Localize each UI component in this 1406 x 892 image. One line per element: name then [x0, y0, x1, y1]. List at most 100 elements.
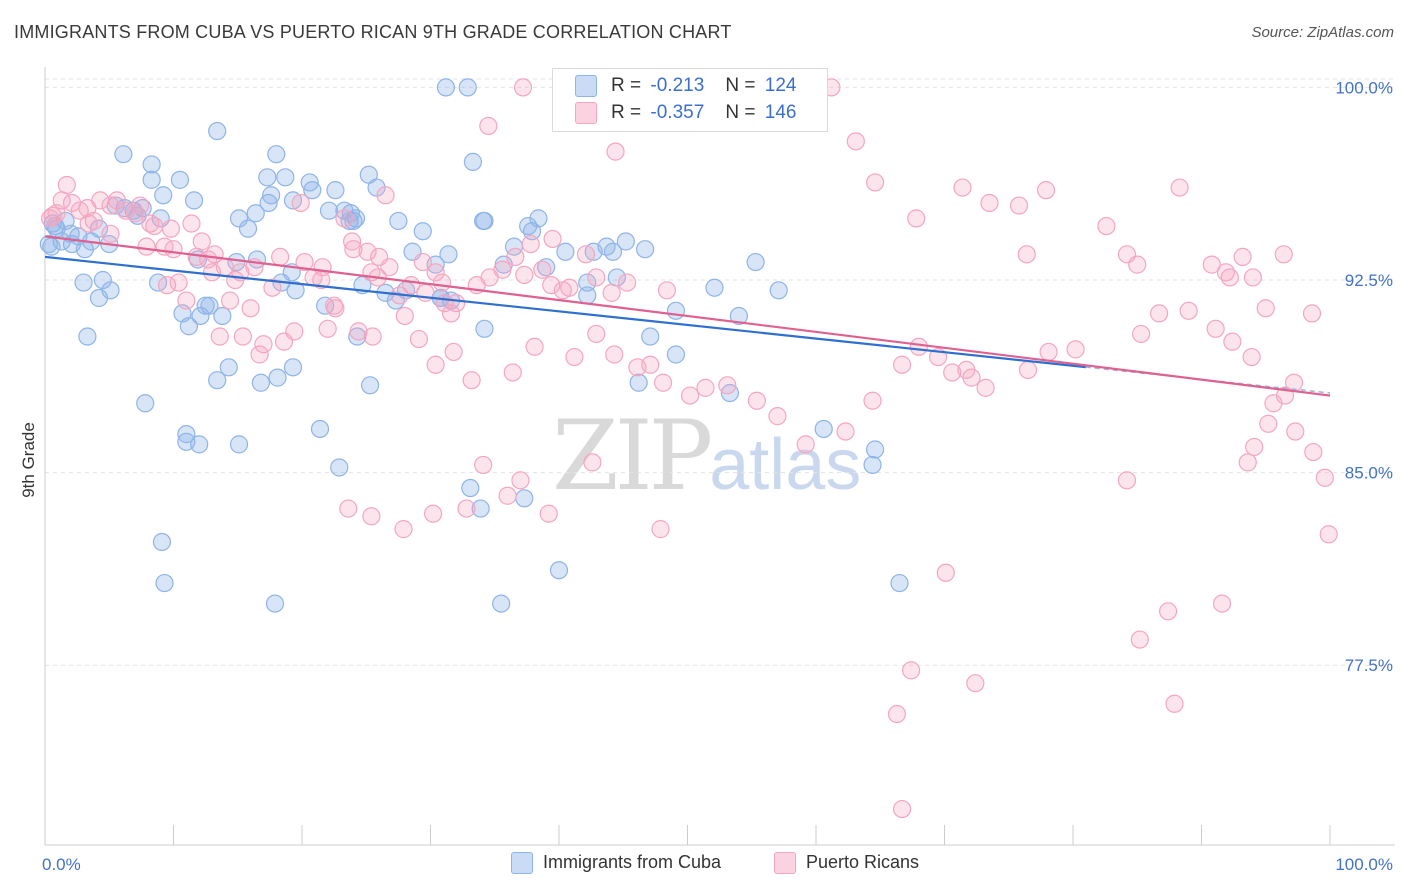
- point-puerto-rican: [1097, 216, 1116, 236]
- point-puerto-rican: [503, 363, 522, 382]
- point-puerto-rican: [263, 278, 282, 297]
- point-cuba: [114, 145, 133, 164]
- point-cuba: [303, 181, 322, 200]
- point-puerto-rican: [696, 378, 715, 397]
- point-cuba: [666, 301, 686, 320]
- point-puerto-rican: [1238, 453, 1257, 472]
- point-puerto-rican: [344, 240, 363, 259]
- point-cuba: [142, 155, 161, 174]
- point-puerto-rican: [628, 358, 647, 377]
- trend-lines: [44, 235, 1331, 397]
- point-puerto-rican: [57, 175, 76, 195]
- point-puerto-rican: [909, 337, 928, 356]
- point-cuba: [276, 168, 295, 187]
- chart-title: IMMIGRANTS FROM CUBA VS PUERTO RICAN 9TH…: [14, 22, 732, 42]
- point-cuba: [729, 306, 749, 326]
- point-puerto-rican: [863, 391, 882, 410]
- point-puerto-rican: [953, 178, 972, 197]
- point-puerto-rican: [137, 237, 156, 256]
- point-puerto-rican: [718, 376, 737, 395]
- legend-swatch-puerto-ricans: [575, 102, 597, 124]
- point-puerto-rican: [1165, 694, 1184, 713]
- point-puerto-rican: [318, 319, 337, 338]
- point-puerto-rican: [657, 281, 677, 300]
- point-puerto-rican: [506, 247, 525, 267]
- point-puerto-rican: [1259, 414, 1278, 433]
- point-puerto-rican: [164, 240, 183, 259]
- point-puerto-rican: [1179, 301, 1198, 320]
- point-puerto-rican: [169, 273, 188, 292]
- point-puerto-rican: [395, 306, 414, 326]
- point-cuba: [475, 211, 494, 231]
- point-puerto-rican: [618, 273, 637, 292]
- point-puerto-rican: [441, 304, 461, 323]
- point-cuba: [461, 478, 480, 498]
- point-puerto-rican: [543, 229, 562, 249]
- point-puerto-rican: [177, 291, 196, 310]
- point-puerto-rican: [901, 661, 921, 680]
- point-puerto-rican: [145, 216, 164, 236]
- point-puerto-rican: [241, 299, 260, 318]
- y-axis-title: 9th Grade: [19, 422, 38, 498]
- point-puerto-rican: [539, 504, 558, 523]
- point-cuba: [208, 121, 227, 141]
- point-puerto-rican: [1132, 324, 1151, 344]
- legend-r-value: -0.213: [650, 75, 705, 97]
- bottom-legend-swatch-puerto-ricans: [774, 852, 796, 875]
- point-cuba: [78, 327, 97, 346]
- point-cuba: [191, 306, 210, 326]
- point-cuba: [170, 170, 190, 189]
- bottom-legend-puerto-ricans: Puerto Ricans: [774, 852, 919, 875]
- point-puerto-rican: [1017, 245, 1036, 264]
- point-puerto-rican: [1202, 255, 1221, 274]
- point-puerto-rican: [1170, 178, 1189, 197]
- point-cuba: [286, 281, 305, 300]
- point-puerto-rican: [157, 276, 177, 295]
- point-puerto-rican: [1158, 602, 1178, 621]
- point-puerto-rican: [250, 345, 269, 364]
- y-tick-label: 100.0%: [1335, 78, 1393, 97]
- axis-labels: 77.5% 85.0% 92.5% 100.0% 0.0% 100.0% 9th Grade: [19, 78, 1393, 874]
- bottom-legend-swatch-cuba: [511, 852, 533, 875]
- legend-n-label: N =: [725, 102, 756, 124]
- point-puerto-rican: [1286, 422, 1305, 441]
- point-puerto-rican: [976, 378, 995, 397]
- point-puerto-rican: [1274, 245, 1293, 264]
- point-puerto-rican: [907, 209, 926, 228]
- point-cuba: [863, 455, 882, 475]
- point-puerto-rican: [1117, 471, 1137, 490]
- point-cuba: [319, 201, 339, 220]
- grid-lines: [45, 78, 1395, 666]
- x-tick-label-max: 100.0%: [1335, 855, 1393, 874]
- point-puerto-rican: [587, 324, 606, 344]
- point-cuba: [361, 376, 380, 395]
- point-puerto-rican: [1018, 360, 1038, 380]
- point-cuba: [219, 358, 238, 377]
- point-cuba: [310, 419, 330, 439]
- point-puerto-rican: [866, 173, 885, 192]
- point-puerto-rican: [498, 486, 517, 505]
- point-puerto-rican: [326, 299, 345, 318]
- watermark-atlas: atlas: [709, 425, 862, 505]
- point-cuba: [439, 245, 458, 264]
- point-cuba: [200, 296, 219, 315]
- point-cuba: [890, 573, 909, 593]
- point-puerto-rican: [479, 116, 498, 136]
- point-puerto-rican: [943, 363, 962, 382]
- point-puerto-rican: [966, 674, 985, 693]
- point-cuba: [155, 573, 174, 593]
- point-cuba: [93, 270, 112, 290]
- point-cuba: [246, 204, 265, 223]
- point-puerto-rican: [426, 355, 445, 374]
- point-puerto-rican: [560, 278, 579, 297]
- point-puerto-rican: [892, 355, 912, 374]
- point-cuba: [142, 170, 161, 189]
- point-cuba: [629, 373, 648, 392]
- point-cuba: [641, 327, 660, 346]
- point-puerto-rican: [432, 273, 452, 292]
- point-puerto-rican: [846, 132, 865, 151]
- legend-row-puerto-ricans: R = -0.357 N = 146: [575, 102, 796, 128]
- point-puerto-rican: [413, 252, 432, 272]
- point-puerto-rican: [1039, 342, 1058, 362]
- point-puerto-rican: [192, 232, 211, 251]
